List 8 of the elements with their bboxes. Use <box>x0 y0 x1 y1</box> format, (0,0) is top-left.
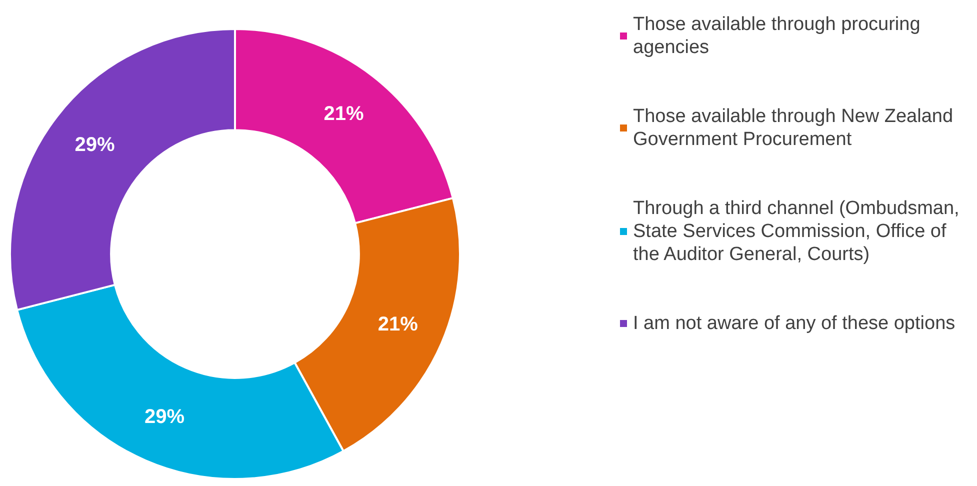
data-label: 29% <box>144 406 185 428</box>
legend-label: Those available through New Zealand Government Procurement <box>633 106 958 150</box>
data-label: 29% <box>74 134 116 156</box>
legend-label: I am not aware of any of these options <box>633 313 956 334</box>
data-label: 21% <box>324 102 364 125</box>
legend-label: Through a third channel (Ombudsman, State Services Commission, Office of the Auditor General, Courts) <box>633 198 965 265</box>
data-label: 21% <box>378 313 418 336</box>
legend-label: Those available through procuring agencies <box>633 14 926 58</box>
